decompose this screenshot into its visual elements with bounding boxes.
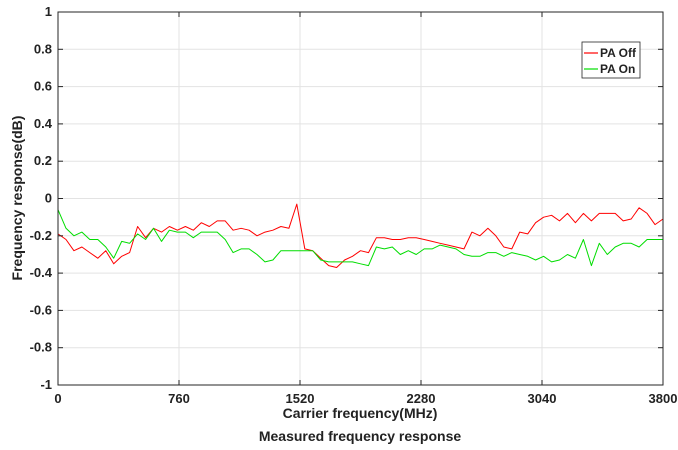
series-line-pa-off <box>57 203 664 268</box>
y-tick-label: -0.4 <box>30 265 53 280</box>
chart-caption: Measured frequency response <box>259 428 462 444</box>
legend-label-pa-on: PA On <box>600 62 635 76</box>
x-tick-label: 1520 <box>286 391 315 406</box>
y-tick-label: -0.8 <box>30 340 52 355</box>
y-tick-label: 0.8 <box>34 41 52 56</box>
x-tick-label: 2280 <box>407 391 436 406</box>
x-axis-title: Carrier frequency(MHz) <box>283 405 438 421</box>
y-tick-label: -0.2 <box>30 228 52 243</box>
y-tick-label: 0.6 <box>34 79 52 94</box>
x-tick-label: 3040 <box>528 391 557 406</box>
ticks <box>57 11 664 386</box>
x-tick-label: 0 <box>54 391 61 406</box>
legend-label-pa-off: PA Off <box>600 46 637 60</box>
series-layer <box>57 203 664 268</box>
legend-box <box>581 41 641 79</box>
legend: PA Off PA On <box>581 41 641 79</box>
series-line-pa-on <box>57 209 663 267</box>
x-tick-label: 3800 <box>649 391 678 406</box>
y-axis-title: Frequency response(dB) <box>9 116 25 281</box>
y-tick-label: 0.2 <box>34 153 52 168</box>
x-tick-label: 760 <box>168 391 190 406</box>
y-tick-label: -0.6 <box>30 302 52 317</box>
tick-labels: -1 -0.8 -0.6 -0.4 -0.2 0 0.2 0.4 0.6 0.8 1 0 760 1520… <box>30 4 678 406</box>
y-tick-label: 0 <box>45 191 52 206</box>
y-tick-label: -1 <box>40 377 52 392</box>
y-tick-label: 1 <box>45 4 52 19</box>
y-tick-label: 0.4 <box>34 116 53 131</box>
